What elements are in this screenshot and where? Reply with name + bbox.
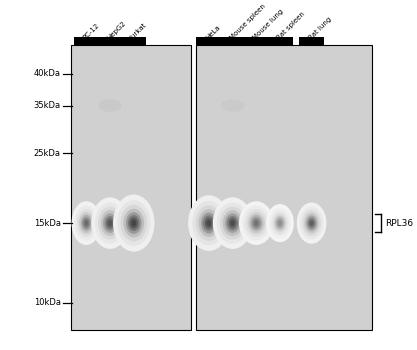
Text: 40kDa: 40kDa [34, 69, 60, 78]
Ellipse shape [269, 208, 291, 238]
Ellipse shape [106, 218, 114, 228]
Ellipse shape [306, 215, 317, 231]
Bar [299, 37, 324, 45]
Ellipse shape [81, 215, 92, 231]
Ellipse shape [217, 202, 249, 244]
Text: 25kDa: 25kDa [34, 149, 60, 158]
Ellipse shape [79, 212, 94, 234]
Ellipse shape [225, 213, 240, 233]
Ellipse shape [121, 205, 147, 242]
Ellipse shape [223, 210, 242, 236]
Text: HeLa: HeLa [205, 24, 221, 41]
Text: Jurkat: Jurkat [130, 22, 148, 41]
Ellipse shape [131, 220, 136, 226]
Ellipse shape [230, 220, 235, 226]
Ellipse shape [192, 201, 226, 245]
Ellipse shape [91, 197, 129, 249]
Ellipse shape [227, 216, 238, 230]
Ellipse shape [297, 202, 327, 244]
Ellipse shape [242, 205, 270, 240]
Ellipse shape [85, 220, 88, 225]
Ellipse shape [250, 215, 263, 231]
Bar [220, 37, 245, 45]
Text: Mouse lung: Mouse lung [252, 8, 285, 41]
Ellipse shape [310, 221, 313, 225]
Bar [98, 37, 123, 45]
Ellipse shape [279, 221, 281, 225]
Ellipse shape [307, 217, 316, 229]
Bar [196, 37, 221, 45]
Ellipse shape [201, 212, 217, 234]
Ellipse shape [126, 212, 142, 234]
Ellipse shape [128, 215, 140, 231]
Ellipse shape [82, 217, 90, 229]
Ellipse shape [276, 218, 284, 229]
Text: HepG2: HepG2 [106, 20, 127, 41]
Ellipse shape [108, 220, 112, 226]
Text: 10kDa: 10kDa [34, 298, 60, 307]
Ellipse shape [251, 217, 261, 229]
Ellipse shape [205, 218, 213, 229]
Ellipse shape [273, 214, 287, 233]
Bar [196, 45, 372, 330]
Ellipse shape [275, 216, 285, 230]
Ellipse shape [253, 219, 259, 227]
Ellipse shape [203, 215, 215, 231]
Ellipse shape [117, 200, 151, 246]
Ellipse shape [188, 195, 230, 251]
Ellipse shape [266, 204, 294, 242]
Ellipse shape [100, 210, 119, 236]
Ellipse shape [103, 213, 117, 233]
Ellipse shape [72, 201, 101, 245]
Ellipse shape [105, 216, 116, 230]
Ellipse shape [113, 195, 155, 252]
Text: PC-12: PC-12 [82, 22, 100, 41]
Ellipse shape [254, 220, 258, 225]
Bar [244, 37, 269, 45]
Ellipse shape [221, 99, 244, 112]
Bar [74, 37, 99, 45]
Ellipse shape [271, 211, 289, 235]
Ellipse shape [130, 218, 138, 229]
Ellipse shape [309, 219, 314, 227]
Ellipse shape [77, 209, 96, 237]
Text: 15kDa: 15kDa [34, 219, 60, 228]
Ellipse shape [123, 209, 144, 237]
Ellipse shape [198, 209, 219, 237]
Ellipse shape [98, 206, 122, 240]
Ellipse shape [304, 213, 319, 233]
Text: Rat spleen: Rat spleen [276, 11, 306, 41]
Ellipse shape [95, 202, 125, 244]
Ellipse shape [98, 99, 122, 112]
Text: Rat lung: Rat lung [307, 16, 332, 41]
Ellipse shape [229, 218, 236, 228]
Ellipse shape [196, 205, 222, 241]
Ellipse shape [245, 209, 267, 237]
Ellipse shape [206, 220, 211, 226]
Ellipse shape [83, 219, 89, 227]
Ellipse shape [277, 219, 283, 227]
Ellipse shape [302, 210, 321, 236]
Ellipse shape [248, 212, 265, 234]
Text: RPL36: RPL36 [385, 219, 414, 228]
Text: Mouse spleen: Mouse spleen [228, 3, 266, 41]
Ellipse shape [213, 197, 252, 249]
Bar [121, 37, 146, 45]
Bar [70, 45, 191, 330]
Ellipse shape [75, 205, 98, 240]
Text: 35kDa: 35kDa [33, 101, 60, 110]
Ellipse shape [300, 206, 324, 240]
Ellipse shape [239, 201, 274, 245]
Bar [267, 37, 293, 45]
Ellipse shape [220, 206, 245, 240]
